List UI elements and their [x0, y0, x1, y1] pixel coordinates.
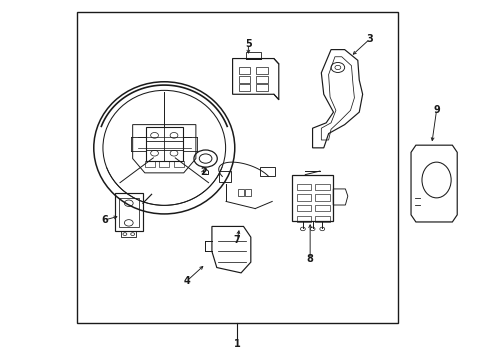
Bar: [291, 175, 332, 221]
Bar: [256, 84, 267, 91]
Bar: [260, 167, 274, 176]
Bar: [118, 198, 139, 226]
Bar: [146, 127, 182, 161]
Bar: [159, 161, 169, 167]
Bar: [174, 161, 183, 167]
Text: 2: 2: [200, 167, 206, 177]
Text: 9: 9: [432, 105, 439, 115]
Bar: [115, 193, 142, 231]
Text: 8: 8: [306, 254, 313, 264]
Bar: [296, 216, 311, 222]
Bar: [315, 216, 329, 222]
Bar: [245, 52, 260, 59]
Bar: [296, 184, 311, 190]
Text: 5: 5: [244, 39, 251, 49]
Text: 6: 6: [101, 215, 108, 225]
Bar: [256, 76, 267, 83]
Bar: [121, 231, 136, 237]
Bar: [218, 171, 230, 182]
Bar: [238, 189, 244, 196]
Bar: [238, 84, 250, 91]
Bar: [144, 161, 154, 167]
Text: 7: 7: [233, 235, 240, 245]
Bar: [315, 194, 329, 201]
Text: 3: 3: [366, 34, 372, 44]
Bar: [256, 67, 267, 73]
Bar: [238, 67, 250, 73]
Bar: [77, 12, 397, 323]
Bar: [315, 205, 329, 211]
Bar: [315, 184, 329, 190]
Bar: [296, 205, 311, 211]
Bar: [238, 76, 250, 83]
Text: 1: 1: [233, 339, 240, 348]
Bar: [296, 194, 311, 201]
Bar: [245, 189, 251, 196]
Text: 4: 4: [183, 276, 190, 286]
